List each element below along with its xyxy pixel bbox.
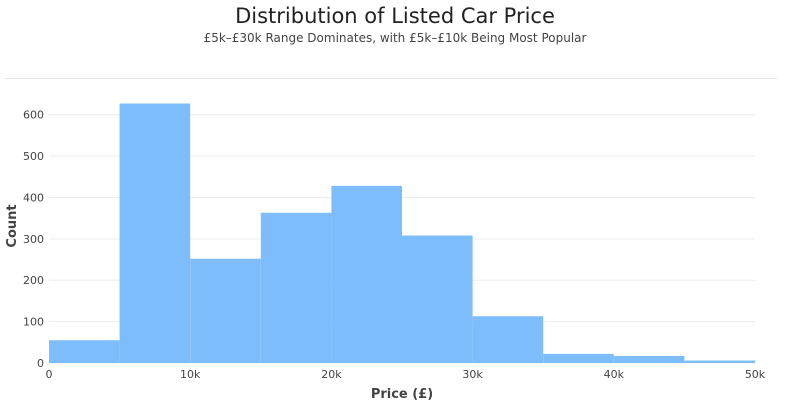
y-axis-label: Count [5,204,20,247]
header-divider [5,78,777,79]
x-tick-label: 10k [180,368,201,381]
y-tick-label: 300 [23,233,44,246]
x-tick-label: 0 [46,368,53,381]
x-axis-ticks: 0 10k 20k 30k 40k 50k [46,368,766,381]
y-axis-ticks: 0 100 200 300 400 500 600 [23,109,44,370]
y-tick-label: 200 [23,274,44,287]
histogram-bar [543,353,614,363]
histogram-bar [49,340,120,363]
chart-title: Distribution of Listed Car Price [235,4,555,28]
histogram-bar [402,235,473,363]
histogram-bar [260,212,332,363]
chart-subtitle: £5k–£30k Range Dominates, with £5k–£10k … [203,31,587,45]
y-tick-label: 500 [23,150,44,163]
histogram-bar [684,360,755,363]
histogram-bar [331,185,402,363]
x-tick-label: 30k [462,368,483,381]
x-tick-label: 50k [745,368,766,381]
y-tick-label: 100 [23,316,44,329]
histogram-bar [119,103,191,363]
y-tick-label: 0 [37,357,44,370]
histogram-bar [613,355,685,363]
x-tick-label: 40k [604,368,625,381]
x-axis-label: Price (£) [371,387,433,402]
histogram-bar [190,258,261,363]
histogram-bars [49,103,755,363]
x-tick-label: 20k [321,368,342,381]
y-tick-label: 400 [23,191,44,204]
y-tick-label: 600 [23,109,44,122]
histogram-bar [472,316,544,363]
